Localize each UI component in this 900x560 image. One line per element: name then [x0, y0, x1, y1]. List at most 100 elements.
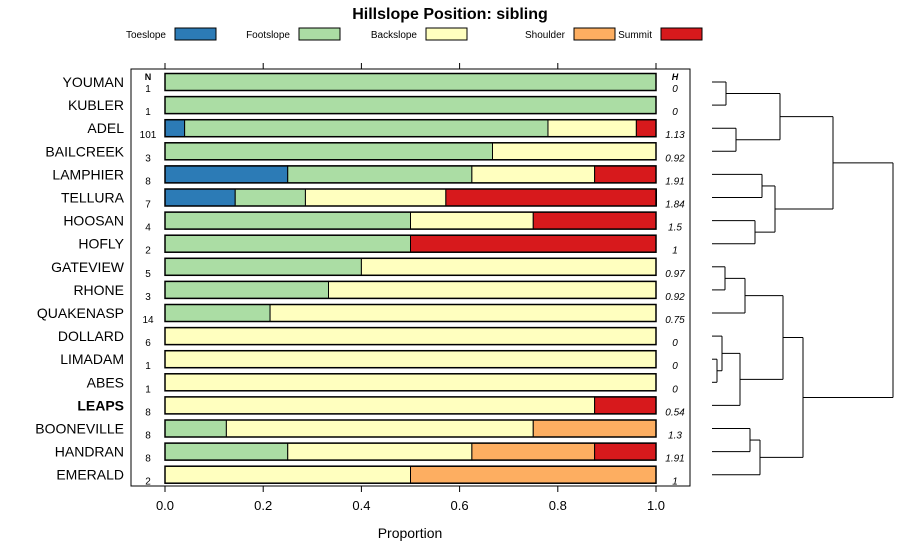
h-value-limadam: 0	[672, 361, 678, 372]
row-label-leaps: LEAPS	[77, 397, 124, 413]
n-value-booneville: 8	[145, 431, 151, 442]
bar-segment-adel-toeslope	[164, 119, 186, 138]
row-label-dollard: DOLLARD	[58, 328, 124, 344]
h-value-abes: 0	[672, 384, 678, 395]
bar-segment-hofly-summit	[410, 234, 657, 253]
bar-segment-handran-footslope	[164, 442, 289, 461]
h-value-hofly: 1	[672, 246, 678, 257]
x-tick-label-0: 0.0	[156, 498, 174, 513]
bar-segment-gateview-backslope	[360, 257, 657, 276]
bar-outline-handran	[164, 442, 657, 461]
bar-segment-leaps-backslope	[164, 396, 596, 415]
n-value-abes: 1	[145, 384, 151, 395]
row-label-lamphier: LAMPHIER	[52, 166, 124, 182]
x-tick-label-1: 0.2	[254, 498, 272, 513]
bar-outline-hoosan	[164, 211, 657, 230]
n-column: N 1 1 101 3 8 7 4 2 5 3 14 6 1 1 8 8 8 2	[140, 72, 157, 488]
h-value-leaps: 0.54	[665, 407, 685, 418]
x-tick-label-5: 1.0	[647, 498, 665, 513]
n-value-youman: 1	[145, 84, 151, 95]
row-label-handran: HANDRAN	[55, 444, 124, 460]
chart-title: Hillslope Position: sibling	[352, 6, 548, 23]
x-tick-label-3: 0.6	[451, 498, 469, 513]
bar-segment-kubler-footslope	[164, 96, 657, 115]
bar-segment-lamphier-backslope	[471, 165, 596, 184]
bar-outline-limadam	[164, 349, 657, 369]
legend-swatch-toeslope	[174, 27, 217, 41]
x-tick-label-4: 0.8	[549, 498, 567, 513]
legend-swatch-summit	[660, 27, 703, 41]
n-value-adel: 101	[140, 130, 157, 141]
y-axis-labels: YOUMAN KUBLER ADEL BAILCREEK LAMPHIER TELLURA…	[35, 74, 124, 483]
bar-segment-bailcreek-footslope	[164, 142, 493, 161]
bar-outline-kubler	[164, 95, 657, 115]
bar-outline-youman	[164, 72, 657, 92]
legend-label-toeslope: Toeslope	[126, 30, 166, 41]
h-column: H 0 0 1.13 0.92 1.91 1.84 1.5 1 0.97 0.92 0.75 0 0 0 0.…	[665, 72, 685, 488]
bar-segment-booneville-footslope	[164, 419, 227, 438]
bar-segment-handran-summit	[594, 442, 657, 461]
legend: Toeslope Footslope Backslope Shoulder Summit	[126, 27, 703, 41]
n-value-rhone: 3	[145, 292, 151, 303]
x-axis-label: Proportion	[378, 525, 443, 541]
row-label-tellura: TELLURA	[61, 190, 125, 206]
legend-label-backslope: Backslope	[371, 30, 418, 41]
row-label-limadam: LIMADAM	[60, 351, 124, 367]
bar-segment-bailcreek-backslope	[491, 142, 657, 161]
bar-segment-adel-summit	[635, 119, 657, 138]
bar-segment-leaps-summit	[594, 396, 657, 415]
n-value-leaps: 8	[145, 407, 151, 418]
bar-segment-dollard-backslope	[164, 327, 657, 346]
bar-segment-tellura-backslope	[304, 188, 447, 207]
h-value-adel: 1.13	[665, 130, 685, 141]
bar-segment-hofly-footslope	[164, 234, 411, 253]
bar-outline-lamphier	[164, 165, 657, 184]
row-label-quakenasp: QUAKENASP	[37, 305, 124, 321]
h-value-kubler: 0	[672, 107, 678, 118]
legend-swatch-backslope	[425, 27, 468, 41]
bar-outline-gateview	[164, 257, 657, 277]
bar-segment-booneville-shoulder	[532, 419, 657, 438]
n-value-quakenasp: 14	[142, 315, 154, 326]
legend-label-shoulder: Shoulder	[525, 30, 566, 41]
h-value-hoosan: 1.5	[668, 223, 682, 234]
bar-segment-youman-footslope	[164, 73, 657, 91]
row-label-rhone: RHONE	[73, 282, 124, 298]
n-value-hoosan: 4	[145, 223, 151, 234]
n-value-limadam: 1	[145, 361, 151, 372]
row-label-hoosan: HOOSAN	[63, 213, 124, 229]
bar-segment-gateview-footslope	[164, 257, 362, 276]
n-value-tellura: 7	[145, 200, 151, 211]
row-label-gateview: GATEVIEW	[51, 259, 125, 275]
n-value-dollard: 6	[145, 338, 151, 349]
bar-segment-rhone-footslope	[164, 280, 330, 299]
h-value-bailcreek: 0.92	[665, 153, 685, 164]
x-axis: 0.0 0.2 0.4 0.6 0.8 1.0	[156, 63, 665, 513]
h-value-booneville: 1.3	[668, 431, 682, 442]
h-value-emerald: 1	[672, 477, 678, 488]
row-label-booneville: BOONEVILLE	[35, 421, 124, 437]
row-label-emerald: EMERALD	[56, 467, 124, 483]
bar-segment-hoosan-summit	[532, 211, 657, 230]
bar-segment-hoosan-footslope	[164, 211, 411, 230]
bar-segment-tellura-toeslope	[164, 188, 236, 207]
h-value-gateview: 0.97	[665, 269, 685, 280]
bar-outline-hofly	[164, 234, 657, 253]
bar-segment-limadam-backslope	[164, 350, 657, 369]
bar-segment-rhone-backslope	[328, 280, 657, 299]
h-value-handran: 1.91	[665, 454, 684, 465]
bar-segment-handran-shoulder	[471, 442, 596, 461]
bar-outline-rhone	[164, 280, 657, 300]
n-value-emerald: 2	[145, 477, 151, 488]
h-value-dollard: 0	[672, 338, 678, 349]
bar-outline-booneville	[164, 419, 657, 438]
row-label-abes: ABES	[87, 374, 124, 390]
h-value-youman: 0	[672, 84, 678, 95]
plot-frame	[130, 68, 691, 487]
legend-swatch-shoulder	[573, 27, 616, 41]
bar-segment-quakenasp-backslope	[269, 304, 657, 322]
row-label-adel: ADEL	[87, 120, 124, 136]
bar-outline-adel	[164, 118, 657, 138]
bar-segment-adel-backslope	[547, 119, 637, 138]
